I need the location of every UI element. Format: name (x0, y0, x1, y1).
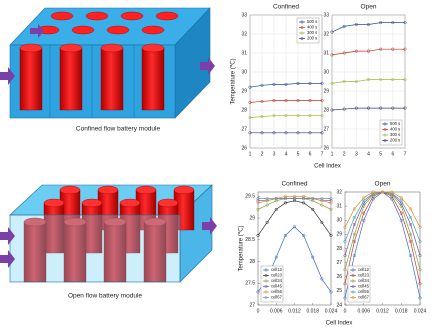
legend-label: cell67 (358, 295, 370, 300)
x-tick-label: 0 (257, 308, 260, 314)
y-tick-label: 29 (323, 88, 329, 94)
x-axis-label: Cell Index (326, 321, 353, 327)
y-tick-label: 28.5 (245, 237, 255, 243)
legend-label: 400 s (307, 25, 317, 30)
y-tick-label: 29 (336, 232, 342, 238)
open-module-illustration (0, 185, 217, 282)
y-tick-label: 24 (336, 302, 342, 308)
x-tick-label: 2 (343, 151, 346, 157)
y-tick-label: 30 (336, 218, 342, 224)
y-tick-label: 28 (241, 107, 247, 113)
x-tick-label: 0.006 (270, 308, 283, 314)
legend-label: 200 s (390, 138, 400, 143)
legend-label: 300 s (307, 30, 317, 35)
y-tick-label: 32 (336, 189, 342, 195)
legend-label: cell12 (358, 267, 370, 272)
chart-title: Confined (281, 181, 307, 188)
y-axis-label: Temperature (℃) (231, 58, 237, 104)
y-axis-label: Temperature (℃) (239, 225, 245, 271)
page: Confined flow battery module Open flow b… (0, 0, 436, 330)
y-tick-label: 26 (336, 274, 342, 280)
caption: Open flow battery module (68, 293, 142, 300)
x-tick-label: 1 (331, 151, 334, 157)
legend-label: 400 s (390, 127, 400, 132)
legend-label: 200 s (307, 36, 317, 41)
legend-label: 500 s (390, 121, 400, 126)
chart-title: Open (361, 4, 377, 11)
chart-title: Confined (273, 4, 299, 11)
y-tick-label: 27.5 (245, 281, 255, 287)
y-tick-label: 27 (323, 126, 329, 132)
x-tick-label: 3 (355, 151, 358, 157)
y-tick-label: 33 (241, 12, 247, 18)
x-axis-label: Cell Index (314, 164, 341, 170)
x-tick-label: 1 (249, 151, 252, 157)
y-tick-label: 28 (336, 246, 342, 252)
y-tick-label: 31 (323, 50, 329, 56)
legend-label: 500 s (307, 19, 317, 24)
confined-module-illustration (0, 8, 215, 118)
y-tick-label: 29 (249, 215, 255, 221)
y-tick-label: 28 (249, 259, 255, 265)
legend-label: cell45 (271, 284, 283, 289)
x-tick-label: 4 (367, 151, 370, 157)
y-tick-label: 27 (336, 260, 342, 266)
legend-label: cell45 (358, 284, 370, 289)
x-tick-label: 5 (379, 151, 382, 157)
legend-label: cell23 (358, 273, 370, 278)
legend-label: cell56 (358, 289, 370, 294)
legend-label: 300 s (390, 132, 400, 137)
y-tick-label: 31 (241, 50, 247, 56)
x-tick-label: 7 (404, 151, 407, 157)
y-tick-label: 30 (323, 69, 329, 75)
x-tick-label: 0.024 (325, 308, 338, 314)
legend-label: cell34 (271, 278, 283, 283)
x-tick-label: 0 (344, 308, 347, 314)
x-tick-label: 0.024 (414, 308, 427, 314)
y-tick-label: 27 (241, 126, 247, 132)
y-tick-label: 30 (241, 69, 247, 75)
x-tick-label: 0.006 (357, 308, 370, 314)
y-tick-label: 25 (336, 288, 342, 294)
y-tick-label: 26 (241, 145, 247, 151)
x-tick-label: 6 (391, 151, 394, 157)
x-tick-label: 7 (321, 151, 324, 157)
x-tick-label: 0.012 (376, 308, 389, 314)
x-tick-label: 2 (261, 151, 264, 157)
x-tick-label: 6 (309, 151, 312, 157)
x-tick-label: 0.012 (288, 308, 301, 314)
legend-label: cell23 (271, 273, 283, 278)
y-tick-label: 33 (323, 12, 329, 18)
legend-label: cell56 (271, 289, 283, 294)
y-tick-label: 32 (323, 31, 329, 37)
y-tick-label: 29 (241, 88, 247, 94)
x-tick-label: 0.018 (395, 308, 408, 314)
y-tick-label: 29.5 (245, 194, 255, 200)
legend-label: cell12 (271, 267, 283, 272)
y-tick-label: 28 (323, 107, 329, 113)
charts: 26272829303132331234567ConfinedTemperatu… (231, 4, 427, 327)
y-tick-label: 27 (249, 302, 255, 308)
x-tick-label: 5 (297, 151, 300, 157)
y-tick-label: 32 (241, 31, 247, 37)
caption: Confined flow battery module (76, 126, 161, 133)
y-tick-label: 31 (336, 203, 342, 209)
chart-title: Open (375, 181, 391, 188)
x-tick-label: 3 (273, 151, 276, 157)
x-tick-label: 0.018 (306, 308, 319, 314)
legend-label: cell34 (358, 278, 370, 283)
x-tick-label: 4 (285, 151, 288, 157)
figure: Confined flow battery module Open flow b… (0, 0, 436, 330)
y-tick-label: 26 (323, 145, 329, 151)
legend-label: cell67 (271, 295, 283, 300)
